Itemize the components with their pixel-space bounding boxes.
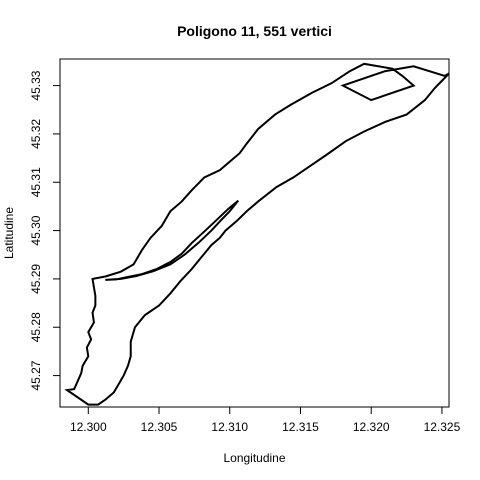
y-axis: 45.27 45.28 45.29 45.30 45.31 45.32 45.33	[29, 70, 60, 391]
y-tick-label: 45.31	[29, 167, 43, 197]
y-axis-label: Latitudine	[2, 207, 16, 259]
polygon-outer-ring	[64, 62, 450, 406]
x-tick-label: 12.310	[211, 420, 248, 434]
polygon-series	[64, 62, 450, 406]
x-axis: 12.300 12.305 12.310 12.315 12.320 12.325	[70, 407, 461, 434]
y-tick-label: 45.27	[29, 360, 43, 390]
plot-frame	[59, 58, 450, 408]
x-tick-label: 12.320	[353, 420, 390, 434]
x-tick-label: 12.325	[424, 420, 461, 434]
chart-title: Poligono 11, 551 vertici	[177, 23, 332, 39]
x-axis-label: Longitudine	[223, 451, 285, 465]
y-tick-label: 45.30	[29, 215, 43, 245]
y-tick-label: 45.29	[29, 264, 43, 294]
x-tick-label: 12.300	[70, 420, 107, 434]
x-tick-label: 12.315	[282, 420, 319, 434]
polygon-inner-ring	[105, 199, 240, 281]
y-tick-label: 45.33	[29, 70, 43, 100]
y-tick-label: 45.32	[29, 119, 43, 149]
y-tick-label: 45.28	[29, 312, 43, 342]
x-tick-label: 12.305	[141, 420, 178, 434]
